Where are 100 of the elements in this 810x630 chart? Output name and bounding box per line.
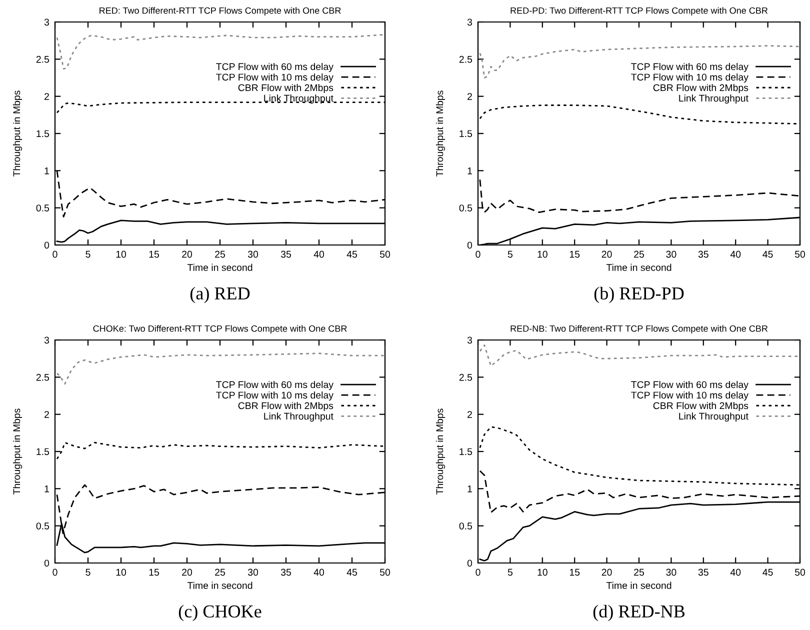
x-tick-label: 15 [149,568,159,576]
y-tick-label: 0 [44,560,50,567]
x-axis-title: Time in second [606,582,672,589]
x-tick-label: 15 [570,568,580,576]
y-tick-label: 0 [44,242,50,249]
y-tick-label: 1 [44,486,49,492]
x-tick-label: 0 [52,250,58,258]
y-tick-label: 1.5 [36,130,50,138]
y-tick-label: 2 [468,93,472,100]
y-axis-title: Throughput in Mbps [436,408,446,495]
y-tick-label: 1 [468,486,472,492]
x-tick-label: 0 [52,568,58,576]
legend-label: Link Throughput [679,94,748,104]
legend-label: TCP Flow with 10 ms delay [631,73,748,83]
chart-title: RED: Two Different-RTT TCP Flows Compete with One CBR [100,7,341,16]
y-tick-label: 3 [44,18,50,26]
x-axis-title: Time in second [187,582,252,589]
x-tick-label: 35 [280,250,291,258]
x-tick-label: 50 [380,250,390,258]
legend-label: TCP Flow with 10 ms delay [216,73,334,83]
legend-label: Link Throughput [264,412,334,422]
text: (c) CHOKe [178,604,262,622]
x-tick-label: 25 [634,568,644,576]
x-tick-label: 45 [762,250,773,258]
y-tick-label: 3 [44,336,50,344]
x-tick-label: 30 [666,250,676,258]
legend-label: TCP Flow with 60 ms delay [216,380,334,390]
y-tick-label: 3 [467,336,472,344]
x-tick-label: 40 [730,568,741,576]
y-tick-label: 0 [467,560,472,567]
y-tick-label: 1.5 [460,130,472,138]
y-tick-label: 2 [468,411,472,418]
y-tick-label: 2.5 [36,374,50,381]
x-tick-label: 30 [666,568,676,576]
chart-title: RED-PD: Two Different-RTT TCP Flows Compete with One CBR [510,7,768,16]
legend-label: CBR Flow with 2Mbps [238,402,334,412]
text: (d) RED-NB [593,604,685,622]
x-tick-label: 10 [116,568,126,576]
legend-label: TCP Flow with 10 ms delay [216,391,334,401]
x-tick-label: 30 [248,250,258,258]
x-tick-label: 45 [346,250,357,258]
legend-label: CBR Flow with 2Mbps [653,84,748,94]
x-tick-label: 5 [508,250,512,258]
y-tick-label: 2.5 [459,56,472,63]
y-tick-label: 1.5 [36,448,50,456]
text: (a) RED [190,286,250,304]
legend-label: TCP Flow with 60 ms delay [631,380,748,390]
x-tick-label: 20 [182,250,192,258]
x-tick-label: 50 [794,250,806,258]
y-tick-label: 0.5 [36,522,50,530]
x-tick-label: 45 [346,568,357,576]
x-tick-label: 15 [149,250,159,258]
x-tick-label: 25 [215,250,225,258]
x-tick-label: 5 [86,250,90,258]
y-axis-title: Throughput in Mbps [12,408,22,495]
y-axis-title: Throughput in Mbps [12,90,22,177]
legend-label: TCP Flow with 60 ms delay [631,62,748,72]
x-tick-label: 45 [762,568,773,576]
x-tick-label: 20 [182,568,192,576]
y-tick-label: 2.5 [36,56,50,63]
x-tick-label: 40 [730,250,741,258]
y-tick-label: 2.5 [459,374,472,381]
y-axis-title: Throughput in Mbps [436,90,446,177]
y-tick-label: 3 [467,18,472,26]
legend-label: TCP Flow with 10 ms delay [631,391,748,401]
x-tick-label: 30 [248,568,258,576]
x-tick-label: 5 [508,568,512,576]
y-tick-label: 0.5 [459,522,472,530]
line-series [479,344,800,367]
x-tick-label: 25 [634,250,644,258]
x-tick-label: 10 [538,568,548,576]
legend-label: Link Throughput [679,412,748,422]
x-tick-label: 50 [794,568,806,576]
x-tick-label: 10 [116,250,126,258]
x-tick-label: 10 [538,250,548,258]
chart-title: RED-NB: Two Different-RTT TCP Flows Compete with One CBR [510,325,768,334]
y-tick-label: 1.5 [460,448,472,456]
legend-label: CBR Flow with 2Mbps [238,84,334,94]
y-tick-label: 0.5 [36,204,50,212]
text: (b) RED-PD [594,286,684,304]
x-tick-label: 25 [215,568,225,576]
y-tick-label: 2 [44,93,49,100]
legend-label: CBR Flow with 2Mbps [653,402,748,412]
chart-title: CHOKe: Two Different-RTT TCP Flows Compete with One CBR [93,325,347,334]
y-tick-label: 1 [44,168,49,174]
legend-label: TCP Flow with 60 ms delay [216,62,334,72]
y-tick-label: 1 [468,168,472,174]
x-axis-title: Time in second [606,264,672,271]
y-tick-label: 0.5 [459,204,472,212]
y-tick-label: 0 [467,242,472,249]
x-tick-label: 20 [602,250,612,258]
x-tick-label: 5 [86,568,90,576]
line-series [56,34,385,70]
x-tick-label: 35 [698,568,708,576]
x-tick-label: 50 [380,568,390,576]
x-tick-label: 15 [570,250,580,258]
x-tick-label: 35 [280,568,291,576]
y-tick-label: 2 [44,411,49,418]
x-tick-label: 40 [314,568,324,576]
x-tick-label: 35 [698,250,708,258]
